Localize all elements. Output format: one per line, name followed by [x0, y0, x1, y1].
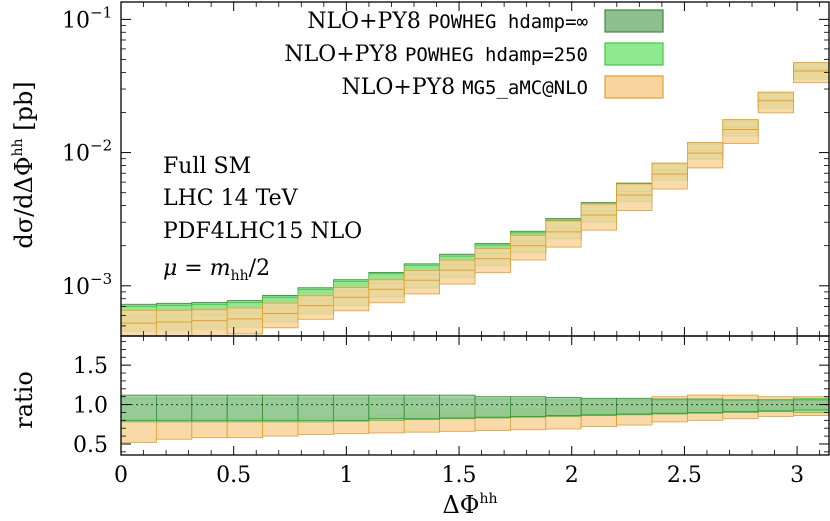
legend-label-2: NLO+PY8 MG5_aMC@NLO	[342, 75, 589, 100]
main-bar-s2-b14	[616, 183, 653, 211]
ratio-tick-label-1: 1.0	[73, 394, 108, 419]
y-axis-label-unit: [pb]	[10, 81, 38, 130]
x-tick-label-4: 2	[565, 463, 579, 488]
ratio-bar-s0-b8	[403, 394, 441, 420]
main-bar-s2-b3	[226, 307, 264, 335]
ratio-bar-s0-b10	[474, 396, 511, 418]
scale-eq: =	[177, 256, 209, 281]
x-tick-label-5: 2.5	[667, 463, 702, 488]
main-bar-s2-b18	[757, 91, 794, 114]
main-bar-s2-b4	[262, 302, 299, 329]
panel-frames	[120, 1, 830, 456]
main-bar-s2-b17	[722, 119, 759, 144]
legend-name-2: NLO+PY8	[342, 75, 456, 100]
ratio-bar-s0-b18	[757, 399, 794, 412]
ratio-bar-s0-b15	[651, 398, 688, 414]
ratio-bar-s0-b5	[297, 394, 334, 421]
main-bar-s2-b1	[156, 309, 193, 336]
x-axis-label-main: ΔΦ	[442, 491, 479, 519]
main-bar-s2-b7	[368, 279, 405, 304]
info-line-scale: μ = mhh/2	[163, 256, 270, 284]
y-axis-label-main: dσ/dΔΦ	[10, 156, 38, 248]
scale-m: m	[210, 256, 231, 281]
ratio-bar-s0-b3	[226, 394, 264, 421]
x-axis-label-sup: hh	[479, 491, 497, 507]
ratio-bar-s0-b14	[616, 397, 653, 415]
main-bar-s2-b16	[686, 142, 724, 169]
scale-m-sub: hh	[231, 268, 249, 284]
ratio-bar-s0-b6	[333, 394, 370, 421]
ratio-bar-s0-b4	[262, 394, 299, 421]
ratio-bar-s0-b11	[510, 396, 547, 417]
info-line-collider: LHC 14 TeV	[163, 186, 299, 211]
main-bar-s2-b2	[191, 309, 228, 336]
info-line-process: Full SM	[163, 154, 251, 179]
ratio-bar-s0-b17	[722, 399, 759, 413]
x-tick-label-6: 3	[790, 463, 804, 488]
main-bar-s2-b11	[510, 234, 547, 261]
legend-tag-0: POWHEG hdamp=∞	[428, 11, 588, 33]
ratio-bar-s0-b2	[191, 394, 228, 421]
ratio-bar-s0-b16	[686, 398, 724, 413]
legend-tag-2: MG5_aMC@NLO	[462, 77, 588, 99]
ratio-bar-s0-b9	[439, 394, 476, 419]
legend-swatch-1	[604, 42, 664, 66]
ratio-axis-label: ratio	[10, 371, 38, 429]
legend-name-1: NLO+PY8	[284, 42, 398, 67]
main-bar-s2-b5	[297, 295, 334, 320]
x-tick-label-0: 0	[114, 463, 128, 488]
ratio-bar-s0-b13	[580, 397, 618, 416]
main-bar-s2-b19	[793, 62, 829, 84]
y-axis-label-sup: hh	[10, 138, 26, 156]
main-panel-bands	[121, 62, 829, 336]
ratio-bar-s0-b12	[545, 397, 582, 416]
legend-swatch-2	[604, 75, 664, 99]
scale-div: /2	[249, 256, 270, 281]
main-bar-s2-b13	[580, 203, 618, 231]
ratio-bar-s0-b0	[121, 394, 157, 421]
legend: NLO+PY8 POWHEG hdamp=∞ NLO+PY8 POWHEG hd…	[284, 9, 664, 100]
main-bar-s2-b8	[403, 270, 441, 295]
legend-tag-1: POWHEG hdamp=250	[405, 44, 588, 66]
legend-swatch-0	[604, 9, 664, 33]
x-tick-label-2: 1	[339, 463, 353, 488]
main-bar-s2-b9	[439, 259, 476, 285]
main-bar-s2-b12	[545, 220, 582, 248]
info-line-pdf: PDF4LHC15 NLO	[163, 219, 362, 244]
main-bar-s2-b6	[333, 287, 370, 312]
x-tick-label-3: 1.5	[442, 463, 477, 488]
y-tick-label-1: 10−2	[62, 137, 112, 167]
legend-name-0: NLO+PY8	[307, 9, 421, 34]
x-axis-label: ΔΦhh	[442, 491, 497, 519]
legend-label-1: NLO+PY8 POWHEG hdamp=250	[284, 42, 588, 67]
main-bar-s2-b10	[474, 248, 511, 274]
main-bar-s2-b15	[651, 162, 688, 190]
ratio-tick-label-2: 0.5	[73, 433, 108, 458]
legend-label-0: NLO+PY8 POWHEG hdamp=∞	[307, 9, 588, 34]
ratio-panel-frame	[120, 335, 830, 456]
info-block: Full SM LHC 14 TeV PDF4LHC15 NLO μ = mhh…	[163, 154, 362, 284]
axis-ticks: 0 0.5 1 1.5 2 2.5 310−110−210−31.51.00.5	[62, 2, 829, 488]
y-tick-label-0: 10−1	[62, 3, 112, 33]
ratio-bar-s2-b0	[121, 419, 157, 443]
scale-mu: μ	[163, 256, 177, 281]
x-tick-label-1: 0.5	[216, 463, 251, 488]
y-axis-label: dσ/dΔΦhh [pb]	[10, 81, 38, 248]
ratio-bar-s0-b7	[368, 394, 405, 420]
ratio-bar-s0-b1	[156, 394, 193, 421]
ratio-panel-bands	[121, 394, 829, 443]
ratio-tick-label-0: 1.5	[73, 354, 108, 379]
y-tick-label-2: 10−3	[62, 270, 112, 300]
